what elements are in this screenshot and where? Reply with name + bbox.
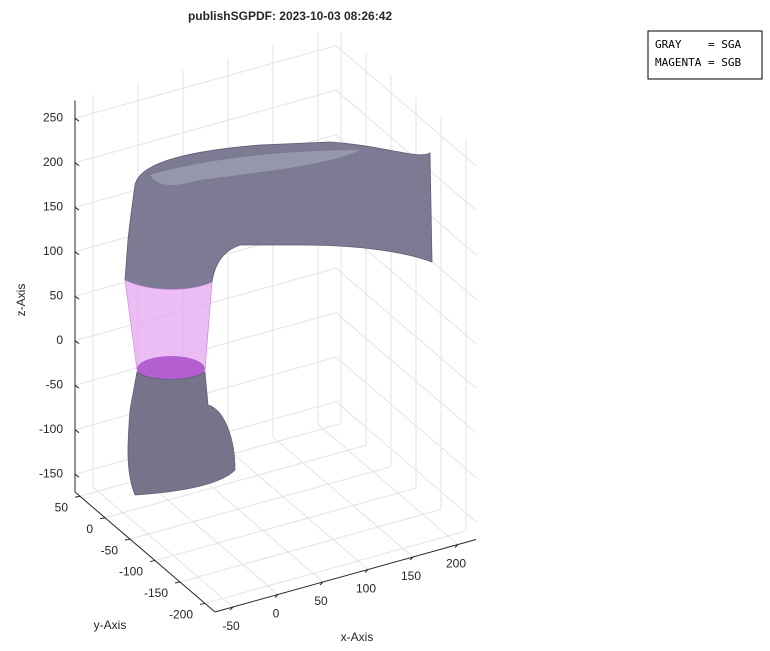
x-tick-label: -50 (222, 619, 240, 633)
y-tick (125, 539, 130, 540)
z-tick (75, 474, 79, 477)
chart: -50050100150200-200-150-100-50050-150-10… (0, 0, 770, 651)
z-tick-label: -50 (46, 377, 64, 391)
y-tick-label: -50 (101, 543, 119, 557)
z-tick-label: -150 (39, 466, 63, 480)
y-tick (200, 603, 205, 604)
z-tick (75, 430, 79, 433)
y-tick-label: -150 (144, 586, 168, 600)
x-tick-label: 150 (401, 569, 421, 583)
y-tick-label: 0 (86, 522, 93, 536)
z-tick (75, 163, 79, 166)
z-tick (75, 252, 79, 255)
y-tick (150, 561, 155, 562)
z-tick-label: 50 (50, 288, 64, 302)
x-tick-label: 100 (356, 582, 376, 596)
z-tick (75, 296, 79, 299)
z-tick (75, 385, 79, 388)
grid-line (336, 357, 476, 477)
x-tick-label: 50 (314, 594, 328, 608)
z-tick-label: -100 (39, 422, 63, 436)
z-tick-label: 250 (43, 110, 63, 124)
grid-line (336, 268, 476, 388)
chart-title: publishSGPDF: 2023-10-03 08:26:42 (188, 9, 392, 23)
legend-text: MAGENTA = SGB (655, 56, 741, 69)
x-tick-label: 200 (446, 557, 466, 571)
y-tick (75, 496, 80, 497)
grid-line (228, 449, 368, 569)
z-tick-label: 0 (56, 333, 63, 347)
y-tick-label: 50 (55, 500, 69, 514)
grid-line (336, 313, 476, 433)
y-tick-label: -100 (119, 565, 143, 579)
y-axis-label: y-Axis (94, 618, 127, 632)
x-axis-label: x-Axis (341, 630, 374, 644)
y-tick-label: -200 (169, 608, 193, 622)
z-tick (75, 118, 79, 121)
legend-text: GRAY = SGA (655, 38, 741, 51)
grid-line (75, 46, 336, 119)
grid-line (336, 402, 476, 522)
grid-line (273, 437, 413, 557)
z-tick (75, 207, 79, 210)
z-tick-label: 100 (43, 244, 63, 258)
z-tick-label: 150 (43, 199, 63, 213)
y-tick (100, 518, 105, 519)
z-tick (75, 341, 79, 344)
legend: GRAY = SGA MAGENTA = SGB (648, 31, 762, 79)
z-axis-label: z-Axis (14, 284, 28, 317)
z-tick-label: 200 (43, 155, 63, 169)
x-tick-label: 0 (273, 607, 280, 621)
grid-line (318, 424, 458, 544)
sga-lower (128, 372, 235, 495)
y-tick (175, 582, 180, 583)
